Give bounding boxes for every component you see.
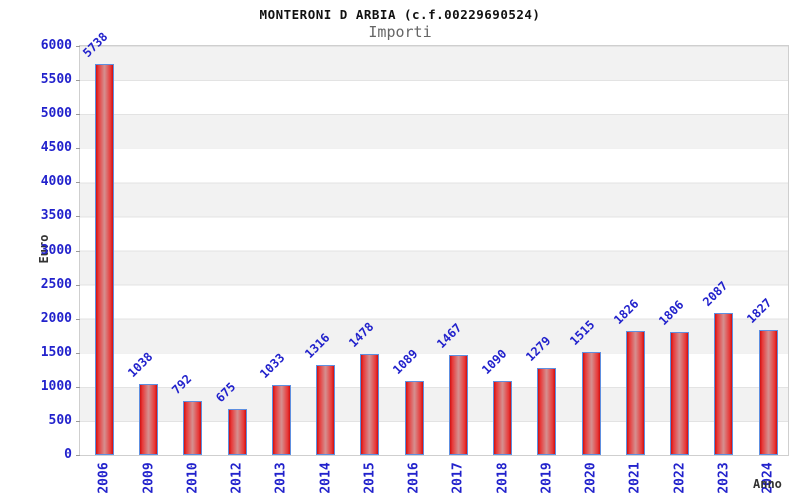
bar-value-label: 1090 [478,346,510,377]
x-tick-label: 2013 [273,462,289,494]
bar-value-label: 1478 [345,319,377,351]
y-tick-label: 1500 [40,344,72,360]
x-tick-label: 2019 [539,462,555,494]
y-tick-label: 2500 [40,276,72,292]
y-tick-label: 4500 [40,140,72,156]
y-tick-mark [76,148,80,150]
y-tick-mark [76,250,80,252]
x-tick-label: 2014 [318,462,334,494]
x-tick-label: 2012 [229,462,245,494]
bar [139,384,159,455]
x-tick-label: 2009 [141,462,157,494]
y-tick-mark [76,80,80,82]
bar [227,409,247,455]
y-tick-mark [76,352,80,354]
bar-value-label: 1515 [567,317,598,348]
y-tick-mark [76,182,80,184]
bar [404,380,424,455]
bar [183,401,203,455]
y-tick-label: 500 [48,412,72,428]
bar [625,330,645,455]
bar-value-label: 1279 [522,333,554,364]
x-tick-label: 2006 [96,462,112,494]
bar-value-label: 2087 [699,278,731,309]
y-tick-mark [76,386,80,388]
y-tick-mark [76,216,80,218]
bar [537,367,557,455]
x-tick-label: 2016 [406,462,422,494]
x-tick-label: 2018 [495,462,511,494]
bar [758,330,778,455]
bar-value-label: 675 [213,379,239,405]
chart-subtitle: Importi [368,23,432,41]
plot-area: 5738 1038 792 675 1033 1316 1478 1089 1467 1090 12… [79,30,789,456]
x-tick-label: 2021 [627,462,643,494]
y-tick-mark [76,284,80,286]
bar [448,355,468,455]
y-tick-label: 3500 [40,208,72,224]
y-tick-label: 6000 [40,38,72,53]
y-tick-label: 2000 [40,310,72,326]
bar-value-label: 1089 [390,346,421,377]
x-tick-label: 2010 [185,462,201,494]
x-tick-label: 2020 [583,462,599,494]
x-axis-title: Anno [753,477,782,491]
bar-value-label: 1826 [611,296,642,327]
bar [493,380,513,455]
bar-value-label: 1467 [434,320,465,351]
x-tick-label: 2022 [672,462,688,494]
y-tick-label: 0 [64,447,72,462]
y-tick-label: 1000 [40,378,72,394]
y-tick-label: 4000 [40,174,72,190]
y-tick-mark [76,455,80,456]
bar-value-label: 1038 [124,349,156,381]
bar-value-label: 1316 [301,330,333,362]
y-tick-mark [76,46,80,47]
y-tick-mark [76,114,80,116]
y-tick-label: 5000 [40,106,72,122]
y-tick-label: 5500 [40,72,72,88]
chart-title: MONTERONI D ARBIA (c.f.00229690524) [259,7,541,22]
bar-value-label: 792 [168,371,195,398]
bar [94,63,114,455]
y-tick-mark [76,420,80,422]
bar [670,331,690,455]
bar [316,365,336,455]
bar [714,312,734,455]
y-tick-label: 3000 [40,242,72,258]
bar [271,384,291,455]
bar-value-label: 1827 [744,296,775,327]
bar-value-label: 1806 [655,297,687,328]
bar-value-label: 1033 [257,350,288,381]
x-tick-label: 2017 [450,462,466,494]
x-tick-label: 2015 [362,462,378,494]
bar [360,354,380,455]
x-tick-label: 2023 [716,462,732,494]
bar [581,351,601,455]
y-tick-mark [76,318,80,320]
